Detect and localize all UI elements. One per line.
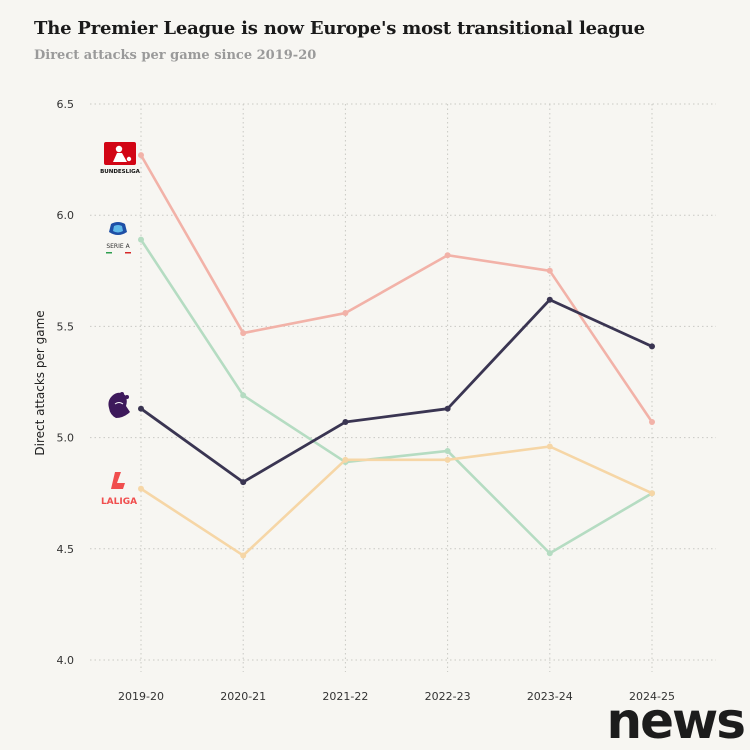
data-point-laliga [138, 485, 144, 492]
data-point-serie-a [138, 236, 144, 243]
laliga-logo: LALIGA [101, 472, 137, 507]
data-point-serie-a [546, 550, 553, 557]
y-tick-label: 6.5 [57, 98, 75, 111]
y-axis-title: Direct attacks per game [33, 310, 47, 455]
data-point-laliga [546, 443, 553, 450]
x-tick-label: 2021-22 [322, 690, 368, 703]
data-point-bundesliga [342, 310, 349, 317]
series-line-serie-a [139, 238, 654, 555]
y-tick-label: 5.0 [57, 432, 75, 445]
data-point-bundesliga [138, 152, 144, 159]
series-line-premier-league [139, 298, 654, 484]
y-tick-label: 4.5 [57, 543, 75, 556]
data-point-premier-league [546, 296, 553, 303]
data-point-laliga [649, 490, 655, 497]
data-point-serie-a [444, 447, 451, 454]
bundesliga-logo: BUNDESLIGA [100, 142, 141, 175]
grid [90, 103, 716, 672]
y-tick-label: 5.5 [57, 320, 75, 333]
y-tick-label: 4.0 [57, 654, 75, 667]
y-axis-ticks: 4.0 4.5 5.0 5.5 6.0 6.5 [57, 98, 75, 667]
data-point-serie-a [240, 392, 247, 399]
x-axis-ticks: 2019-20 2020-21 2021-22 2022-23 2023-24 2024-… [118, 690, 675, 703]
news-watermark: news [606, 692, 746, 750]
x-tick-label: 2022-23 [425, 690, 471, 703]
x-tick-label: 2020-21 [220, 690, 266, 703]
series-line-bundesliga [139, 153, 654, 424]
y-tick-label: 6.0 [57, 209, 75, 222]
series-lines [138, 152, 655, 559]
data-point-bundesliga [649, 419, 655, 426]
laliga-logo-text: LALIGA [101, 497, 137, 507]
premier-league-logo [108, 392, 130, 418]
data-point-bundesliga [240, 330, 247, 337]
data-point-premier-league [342, 419, 349, 426]
series-line-laliga [139, 445, 654, 557]
data-point-bundesliga [546, 267, 553, 274]
data-point-premier-league [444, 405, 451, 412]
x-tick-label: 2019-20 [118, 690, 164, 703]
chart-subtitle: Direct attacks per game since 2019-20 [34, 48, 317, 63]
serie-a-logo-text: SERIE A [106, 243, 130, 250]
data-point-premier-league [138, 405, 144, 412]
data-point-laliga [240, 552, 247, 559]
x-tick-label: 2024-25 [629, 690, 675, 703]
chart-title: The Premier League is now Europe's most … [34, 18, 645, 39]
data-point-bundesliga [444, 252, 451, 259]
data-point-premier-league [649, 343, 655, 350]
serie-a-logo: SERIE A [106, 222, 131, 254]
data-point-premier-league [240, 479, 247, 486]
bundesliga-logo-text: BUNDESLIGA [100, 169, 141, 175]
data-point-laliga [444, 456, 451, 463]
x-tick-label: 2023-24 [527, 690, 573, 703]
data-point-laliga [342, 456, 349, 463]
